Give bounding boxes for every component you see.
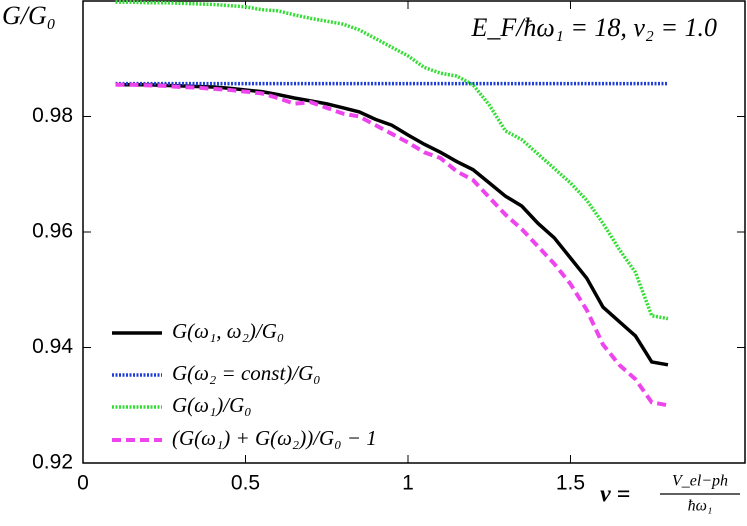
x-axis-label-denominator: ħω₁ — [688, 498, 713, 515]
legend-label: G(ω₂ = const)/G₀ — [172, 361, 321, 385]
x-axis-label-numerator: V_el−ph — [672, 473, 728, 490]
chart-title: E_F/ħω₁ = 18, v₂ = 1.0 — [470, 13, 717, 42]
legend-label: G(ω₁)/G₀ — [172, 393, 252, 417]
x-tick-label: 1.5 — [556, 472, 585, 495]
series-line — [115, 0, 669, 321]
y-tick-label: 0.92 — [32, 451, 73, 474]
x-tick-label: 1 — [402, 472, 414, 495]
y-tick-label: 0.96 — [32, 220, 73, 243]
x-tick-label: 0 — [77, 472, 89, 495]
x-axis-label: v = — [600, 482, 630, 508]
legend-label: G(ω₁, ω₂)/G₀ — [172, 319, 284, 343]
y-axis-label: G/G₀ — [2, 1, 56, 30]
y-tick-label: 0.98 — [32, 104, 73, 127]
y-tick-label: 0.94 — [32, 335, 73, 358]
x-tick-label: 0.5 — [231, 472, 260, 495]
series-line — [115, 82, 669, 408]
legend-label: (G(ω₁) + G(ω₂))/G₀ − 1 — [172, 426, 377, 450]
